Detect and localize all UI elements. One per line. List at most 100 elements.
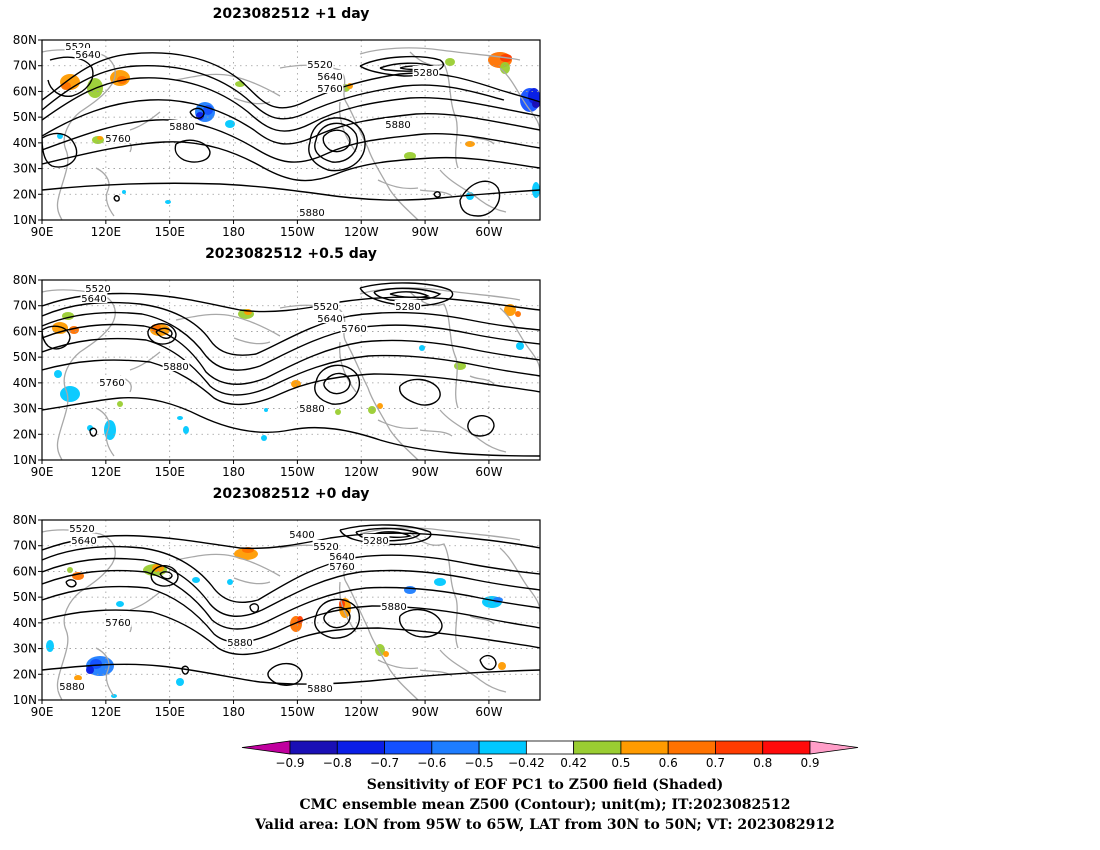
lon-tick-label: 180 bbox=[222, 705, 245, 719]
lat-tick-label: 50N bbox=[13, 590, 37, 604]
colorbar-tick-label: −0.9 bbox=[275, 756, 304, 770]
coastline bbox=[42, 529, 116, 700]
z500-contour bbox=[42, 182, 540, 201]
contour-label: 5880 bbox=[307, 684, 332, 695]
contour-label: 5520 bbox=[85, 284, 110, 295]
coastline bbox=[129, 591, 161, 611]
coastline bbox=[175, 553, 281, 577]
lat-tick-label: 80N bbox=[13, 513, 37, 527]
colorbar-tick-label: 0.5 bbox=[611, 756, 630, 770]
contour-label: 5280 bbox=[413, 68, 438, 79]
lat-tick-label: 30N bbox=[13, 642, 37, 656]
lat-tick-label: 60N bbox=[13, 564, 37, 578]
z500-contour bbox=[174, 139, 211, 163]
coastline bbox=[439, 409, 507, 453]
coastline bbox=[469, 615, 495, 625]
colorbar-segment bbox=[573, 740, 622, 755]
lat-tick-label: 40N bbox=[13, 136, 37, 150]
z500-contour bbox=[42, 337, 540, 396]
colorbar-segment bbox=[289, 740, 338, 755]
z500-contour bbox=[359, 55, 444, 77]
z500-contour bbox=[155, 327, 173, 339]
sensitivity-shading bbox=[192, 577, 200, 583]
contour-label: 5400 bbox=[289, 530, 314, 541]
contour-label: 5760 bbox=[329, 562, 354, 573]
colorbar-tick-label: 0.42 bbox=[560, 756, 587, 770]
panel-title-1: 2023082512 +1 day bbox=[212, 6, 370, 22]
z500-contour bbox=[467, 415, 495, 437]
z500-contour bbox=[42, 585, 540, 643]
z500-contour bbox=[42, 99, 540, 145]
contour-label: 5880 bbox=[163, 362, 188, 373]
colorbar-segment bbox=[620, 740, 669, 755]
z500-contour bbox=[339, 524, 432, 546]
colorbar-tick-label: −0.8 bbox=[323, 756, 352, 770]
z500-contour bbox=[479, 654, 497, 671]
contour-label: 5280 bbox=[395, 302, 420, 313]
contour-label: 5640 bbox=[81, 294, 106, 305]
z500-contour bbox=[308, 117, 366, 172]
sensitivity-shading bbox=[434, 578, 446, 586]
map-background bbox=[42, 280, 540, 460]
z500-contour bbox=[323, 372, 351, 395]
contour-label: 5640 bbox=[329, 552, 354, 563]
lon-tick-label: 90W bbox=[412, 705, 439, 719]
coastline bbox=[377, 659, 419, 670]
colorbar-segment bbox=[478, 740, 527, 755]
z500-contour bbox=[322, 129, 351, 153]
sensitivity-shading bbox=[97, 136, 103, 140]
sensitivity-shading bbox=[335, 409, 341, 415]
contour-label: 5880 bbox=[381, 602, 406, 613]
contour-label: 5760 bbox=[105, 134, 130, 145]
contour-label: 5880 bbox=[227, 638, 252, 649]
lat-tick-label: 30N bbox=[13, 402, 37, 416]
z500-contour bbox=[267, 663, 303, 686]
z500-contour bbox=[42, 77, 540, 132]
z500-contour bbox=[355, 527, 422, 542]
sensitivity-shading bbox=[122, 190, 126, 194]
sensitivity-shading bbox=[90, 659, 102, 669]
z500-contour bbox=[373, 287, 442, 302]
z500-contour bbox=[42, 141, 540, 182]
coastline bbox=[359, 47, 521, 61]
sensitivity-shading bbox=[419, 345, 425, 351]
coastline bbox=[175, 73, 281, 97]
z500-contour bbox=[89, 427, 98, 437]
sensitivity-shading bbox=[116, 601, 124, 607]
lon-tick-label: 150W bbox=[280, 705, 315, 719]
coastline bbox=[377, 419, 419, 430]
z500-contour bbox=[42, 132, 78, 168]
caption-line-3: Valid area: LON from 95W to 65W, LAT fro… bbox=[255, 817, 835, 833]
lat-tick-label: 50N bbox=[13, 350, 37, 364]
z500-contour bbox=[113, 195, 120, 202]
sensitivity-shading bbox=[264, 408, 268, 412]
sensitivity-shading bbox=[377, 403, 383, 409]
lat-tick-label: 10N bbox=[13, 213, 37, 227]
sensitivity-shading bbox=[86, 666, 94, 674]
lon-tick-label: 120W bbox=[344, 225, 379, 239]
coastline bbox=[95, 647, 115, 697]
lat-tick-label: 10N bbox=[13, 453, 37, 467]
colorbar-segment bbox=[525, 740, 575, 755]
lon-tick-label: 150W bbox=[280, 465, 315, 479]
sensitivity-shading bbox=[54, 370, 62, 378]
sensitivity-shading bbox=[60, 386, 80, 402]
panel-title-3: 2023082512 +0 day bbox=[212, 486, 370, 502]
caption-line-2: CMC ensemble mean Z500 (Contour); unit(m… bbox=[299, 797, 791, 813]
z500-contour bbox=[42, 52, 540, 109]
contour-label: 5640 bbox=[71, 536, 96, 547]
colorbar-tick-label: −0.6 bbox=[417, 756, 446, 770]
colorbar-tick-label: −0.7 bbox=[370, 756, 399, 770]
lon-tick-label: 180 bbox=[222, 465, 245, 479]
contour-label: 5880 bbox=[299, 404, 324, 415]
map-frame bbox=[41, 39, 541, 221]
contour-label: 5520 bbox=[65, 42, 90, 53]
z500-contour bbox=[42, 323, 540, 385]
colorbar-segment bbox=[336, 740, 385, 755]
map-frame bbox=[41, 279, 541, 461]
lat-tick-label: 80N bbox=[13, 273, 37, 287]
colorbar-segment bbox=[431, 740, 480, 755]
colorbar-segment bbox=[762, 740, 811, 755]
contour-label: 5640 bbox=[317, 314, 342, 325]
